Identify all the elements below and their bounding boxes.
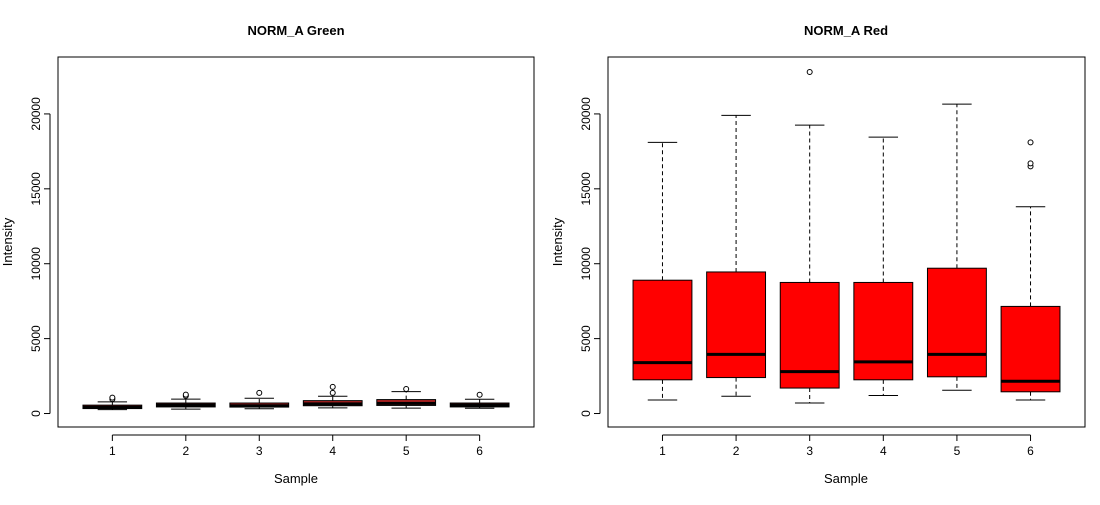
y-axis: 0 5000 10000 15000 20000 [29,97,51,417]
x-tick-label: 5 [403,444,410,458]
plot-frame [57,56,535,428]
x-tick-label: 5 [954,444,961,458]
box-2 [706,114,767,397]
box-3 [779,68,840,404]
box-series [632,68,1061,404]
x-axis: 1 2 3 4 5 6 [659,434,1034,458]
chart-svg-red: NORM_A Red 0 5000 10000 15000 20000 1 2 3 4 5 6 S… [550,23,1086,486]
outlier-point [1027,160,1034,167]
y-tick-label: 15000 [579,172,593,206]
x-tick-label: 2 [182,444,189,458]
box-5 [376,385,437,409]
x-tick-label: 4 [880,444,887,458]
outlier-point [109,394,116,401]
y-tick-label: 10000 [29,247,43,281]
chart-title: NORM_A Green [247,23,344,38]
y-tick-label: 15000 [29,172,43,206]
x-tick-label: 4 [329,444,336,458]
box-iqr [706,271,767,379]
outlier-point [182,391,189,398]
outlier-point [403,385,410,392]
y-tick-label: 0 [579,410,593,417]
x-tick-label: 3 [806,444,813,458]
x-axis: 1 2 3 4 5 6 [109,434,483,458]
box-2 [155,391,216,410]
box-4 [853,136,914,397]
y-tick-label: 20000 [579,97,593,131]
outlier-point [329,383,336,390]
box-6 [449,391,510,409]
y-tick-label: 10000 [579,247,593,281]
x-tick-label: 2 [733,444,740,458]
box-iqr [926,267,987,378]
y-tick-label: 5000 [579,325,593,352]
y-tick-label: 5000 [29,325,43,352]
box-1 [82,394,143,411]
y-axis-label: Intensity [550,217,565,266]
box-4 [302,383,363,409]
chart-title: NORM_A Red [804,23,888,38]
chart-svg-green: NORM_A Green 0 5000 10000 15000 20000 1 2 3 4 5 6… [0,23,535,486]
box-iqr [632,279,693,381]
x-axis-label: Sample [274,471,318,486]
y-tick-label: 20000 [29,97,43,131]
y-axis: 0 5000 10000 15000 20000 [579,97,601,417]
box-iqr [1000,305,1061,393]
chart-panel-red: NORM_A Red 0 5000 10000 15000 20000 1 2 3 4 5 6 S… [550,0,1100,500]
chart-panel-green: NORM_A Green 0 5000 10000 15000 20000 1 2 3 4 5 6… [0,0,550,500]
outlier-point [806,68,813,75]
outlier-point [256,389,263,396]
box-3 [229,389,290,410]
x-axis-label: Sample [824,471,868,486]
box-5 [926,103,987,391]
outlier-point [329,389,336,396]
x-tick-label: 6 [1027,444,1034,458]
y-tick-label: 0 [29,410,43,417]
plot-frame [607,56,1086,428]
x-tick-label: 6 [476,444,483,458]
box-iqr [853,281,914,381]
box-1 [632,141,693,401]
outlier-point [476,391,483,398]
x-tick-label: 3 [256,444,263,458]
outlier-point [1027,139,1034,146]
box-6 [1000,139,1061,401]
x-tick-label: 1 [109,444,116,458]
y-axis-label: Intensity [0,217,15,266]
box-series [82,383,510,411]
x-tick-label: 1 [659,444,666,458]
